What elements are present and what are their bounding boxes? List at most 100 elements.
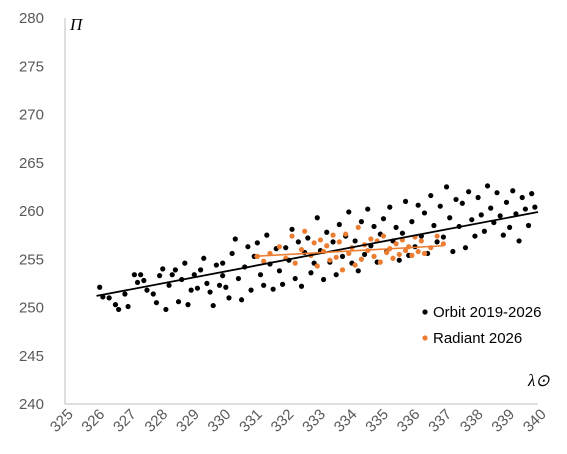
orbit-point [481,228,487,234]
orbit-point [396,257,402,263]
orbit-point [194,285,201,291]
orbit-point [469,217,475,223]
orbit-point [320,276,327,283]
orbit-point [409,219,415,225]
orbit-point [305,235,311,241]
orbit-point [421,210,428,216]
orbit-point [175,299,182,305]
radiant-point [418,238,424,244]
orbit-point [144,287,150,293]
orbit-point [295,239,301,245]
radiant-point [311,240,317,246]
orbit-point [220,273,226,279]
radiant-trendline [254,244,444,258]
orbit-point [134,279,141,286]
orbit-point [289,226,295,232]
y-tick-labels: 240 245 250 255 260 265 270 275 280 [19,10,44,413]
orbit-point [185,302,191,308]
orbit-point [447,215,453,221]
radiant-series [254,224,446,273]
legend-marker-orbit [422,309,428,315]
y-tick-label: 255 [19,251,44,268]
radiant-point [396,251,402,258]
y-tick-label: 265 [19,155,44,172]
radiant-point [292,260,298,266]
orbit-point [232,236,238,242]
orbit-point [160,266,166,272]
orbit-point [361,251,368,258]
orbit-point [497,213,503,219]
orbit-point [204,280,210,286]
orbit-point [516,238,522,244]
x-tick-label: 329 [173,406,203,436]
orbit-point [475,194,481,201]
orbit-point [122,291,128,297]
x-tick-label: 328 [142,406,172,436]
radiant-point [358,256,365,262]
orbit-point [459,200,465,206]
x-axis-label: λ⊙ [527,371,550,390]
orbit-point [462,245,469,251]
orbit-point [270,286,276,292]
orbit-point [402,198,409,204]
orbit-point [248,287,254,293]
orbit-point [532,204,538,210]
orbit-point [529,191,535,197]
x-tick-label: 331 [236,406,266,436]
x-tick-label: 340 [520,406,550,436]
orbit-point [428,192,434,199]
radiant-point [314,263,320,269]
y-tick-label: 260 [19,203,44,220]
x-tick-label: 336 [394,406,424,436]
radiant-point [393,241,399,247]
radiant-point [377,259,383,265]
orbit-point [112,302,119,308]
radiant-point [415,248,421,255]
radiant-point [421,250,428,257]
legend-label-radiant: Radiant 2026 [433,330,522,347]
y-tick-label: 280 [19,10,44,27]
orbit-point [213,262,219,268]
x-tick-label: 334 [331,406,361,436]
orbit-point [141,277,147,284]
orbit-point [358,219,365,225]
orbit-point [314,215,320,221]
radiant-point [384,249,390,256]
orbit-point [503,199,510,205]
y-tick-label: 240 [19,396,44,413]
orbit-point [415,202,421,208]
orbit-point [153,300,160,306]
orbit-point [276,268,283,274]
orbit-point [207,289,213,295]
radiant-point [298,247,305,253]
orbit-point [440,234,446,240]
orbit-point [245,244,251,250]
radiant-point [330,232,336,238]
radiant-point [343,231,349,237]
orbit-point [226,295,232,301]
orbit-point [191,272,197,278]
orbit-point [453,196,459,203]
orbit-point [131,272,137,278]
radiant-point [276,244,283,250]
x-tick-label: 326 [78,406,108,436]
radiant-point [390,255,396,261]
radiant-point [368,236,374,242]
orbit-point [522,206,528,212]
y-tick-label: 275 [19,58,44,75]
radiant-point [333,254,339,260]
orbit-point [257,272,264,278]
orbit-point [138,272,144,278]
orbit-point [182,260,188,266]
orbit-point [472,233,478,239]
orbit-point [478,212,484,218]
orbit-point [157,273,163,279]
orbit-point [333,272,339,278]
orbit-point [238,297,245,303]
orbit-point [216,282,223,288]
y-axis-label: Π [69,15,84,34]
radiant-point [352,262,358,268]
orbit-point [431,222,437,229]
orbit-point [365,206,371,212]
